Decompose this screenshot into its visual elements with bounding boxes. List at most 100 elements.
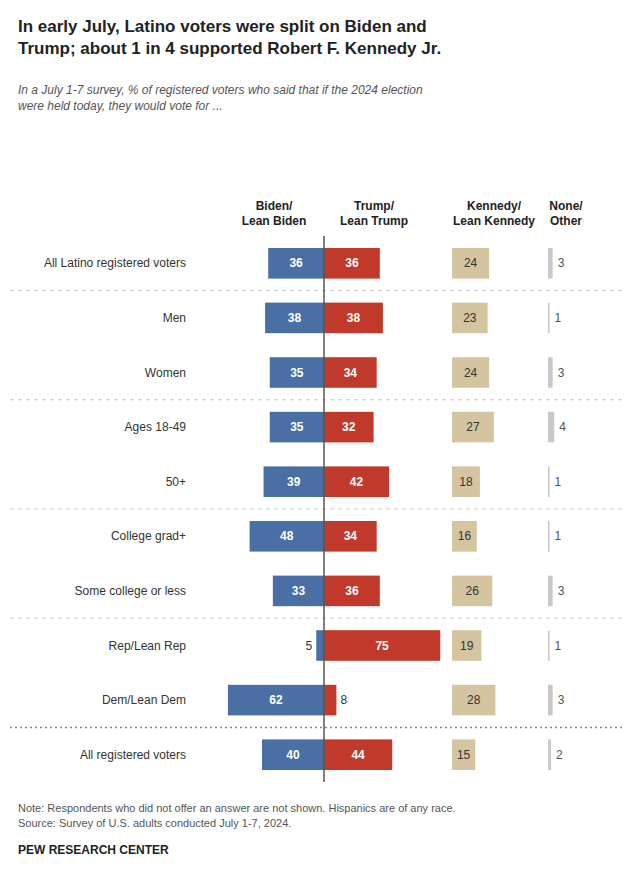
bar bbox=[548, 521, 550, 552]
data-label: 2 bbox=[556, 748, 563, 762]
separator bbox=[10, 509, 625, 510]
data-label: 48 bbox=[280, 529, 294, 543]
data-label: 8 bbox=[340, 693, 347, 707]
bar bbox=[250, 521, 324, 552]
data-label: 32 bbox=[342, 420, 356, 434]
source: PEW RESEARCH CENTER bbox=[18, 843, 169, 857]
bar bbox=[548, 466, 550, 497]
separator bbox=[10, 727, 625, 729]
column-header: Kennedy/Lean Kennedy bbox=[453, 199, 535, 228]
column-header: Biden/Lean Biden bbox=[242, 199, 307, 228]
divider bbox=[323, 236, 325, 782]
bar bbox=[324, 521, 377, 552]
data-label: 44 bbox=[351, 748, 365, 762]
chart: In early July, Latino voters were split … bbox=[0, 0, 639, 892]
bar bbox=[452, 521, 477, 552]
bar bbox=[548, 357, 553, 388]
category-label: Rep/Lean Rep bbox=[109, 639, 187, 653]
data-label: 62 bbox=[269, 693, 283, 707]
category-label: Ages 18-49 bbox=[125, 420, 187, 434]
bar bbox=[268, 248, 324, 279]
data-label: 23 bbox=[463, 311, 477, 325]
data-label: 4 bbox=[559, 420, 566, 434]
bar bbox=[548, 576, 553, 607]
category-label: Men bbox=[163, 311, 186, 325]
data-label: 26 bbox=[465, 584, 479, 598]
bar bbox=[324, 357, 377, 388]
bar bbox=[548, 685, 553, 716]
data-label: 1 bbox=[555, 475, 562, 489]
data-label: 36 bbox=[289, 256, 303, 270]
bar bbox=[270, 412, 324, 443]
data-label: 75 bbox=[375, 639, 389, 653]
bar bbox=[265, 303, 324, 334]
data-label: 36 bbox=[345, 584, 359, 598]
bar bbox=[324, 412, 374, 443]
bar bbox=[452, 466, 480, 497]
data-label: 38 bbox=[347, 311, 361, 325]
data-label: 33 bbox=[292, 584, 306, 598]
bar bbox=[316, 630, 324, 661]
column-header: Trump/Lean Trump bbox=[340, 199, 408, 228]
data-label: 42 bbox=[350, 475, 364, 489]
data-label: 34 bbox=[344, 529, 358, 543]
category-label: Some college or less bbox=[75, 584, 186, 598]
subtitle: In a July 1-7 survey, % of registered vo… bbox=[18, 83, 423, 113]
bar bbox=[452, 303, 488, 334]
separator bbox=[10, 290, 625, 291]
bar bbox=[452, 412, 494, 443]
data-label: 28 bbox=[467, 693, 481, 707]
bar bbox=[324, 303, 383, 334]
bar bbox=[548, 412, 554, 443]
bar bbox=[548, 248, 553, 279]
category-label: Dem/Lean Dem bbox=[102, 693, 186, 707]
bar bbox=[324, 630, 440, 661]
data-label: 18 bbox=[459, 475, 473, 489]
data-label: 38 bbox=[288, 311, 302, 325]
bar bbox=[270, 357, 324, 388]
bar bbox=[324, 248, 380, 279]
data-label: 36 bbox=[345, 256, 359, 270]
data-label: 35 bbox=[290, 366, 304, 380]
data-label: 15 bbox=[457, 748, 471, 762]
data-label: 24 bbox=[464, 256, 478, 270]
data-label: 24 bbox=[464, 366, 478, 380]
bar bbox=[452, 630, 481, 661]
category-label: All registered voters bbox=[80, 748, 186, 762]
category-label: College grad+ bbox=[111, 529, 186, 543]
data-label: 34 bbox=[344, 366, 358, 380]
bar bbox=[324, 466, 389, 497]
separator bbox=[10, 399, 625, 400]
bar bbox=[324, 739, 392, 770]
data-label: 5 bbox=[306, 639, 313, 653]
data-label: 35 bbox=[290, 420, 304, 434]
bar bbox=[264, 466, 324, 497]
bar bbox=[228, 685, 324, 716]
separator bbox=[10, 618, 625, 619]
bar bbox=[324, 685, 336, 716]
data-label: 3 bbox=[558, 366, 565, 380]
data-label: 1 bbox=[555, 639, 562, 653]
category-label: 50+ bbox=[166, 475, 186, 489]
data-label: 3 bbox=[558, 256, 565, 270]
bars bbox=[228, 248, 554, 770]
data-label: 3 bbox=[558, 693, 565, 707]
category-label: All Latino registered voters bbox=[44, 256, 186, 270]
data-label: 40 bbox=[286, 748, 300, 762]
bar bbox=[548, 739, 551, 770]
data-label: 27 bbox=[466, 420, 480, 434]
note: Note: Respondents who did not offer an a… bbox=[18, 802, 456, 829]
bar bbox=[452, 357, 489, 388]
data-label: 19 bbox=[460, 639, 474, 653]
data-label: 16 bbox=[458, 529, 472, 543]
labels: All Latino registered voters3636243Men38… bbox=[44, 256, 566, 761]
bar bbox=[452, 576, 492, 607]
bar bbox=[324, 576, 380, 607]
bar bbox=[273, 576, 324, 607]
bar bbox=[262, 739, 324, 770]
data-label: 1 bbox=[555, 529, 562, 543]
bar bbox=[452, 248, 489, 279]
bar bbox=[548, 303, 550, 334]
bar bbox=[452, 685, 495, 716]
bar bbox=[548, 630, 550, 661]
